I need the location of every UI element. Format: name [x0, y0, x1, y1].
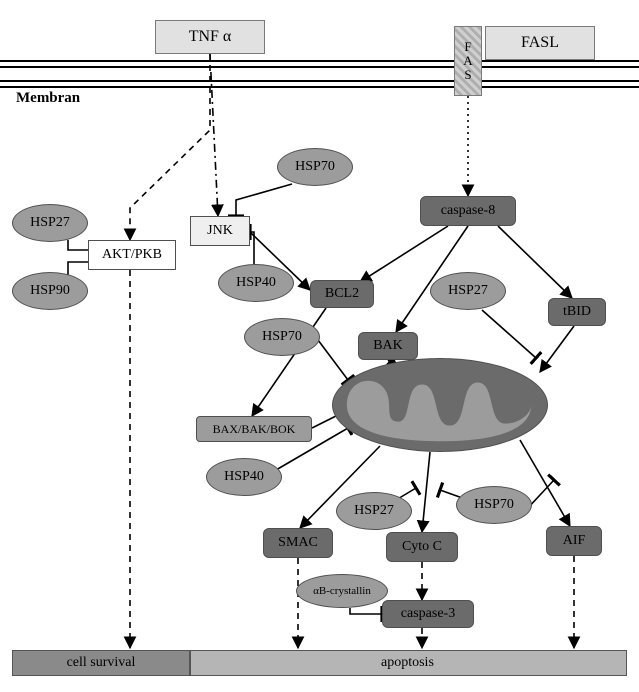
node-casp3-label: caspase-3: [401, 606, 455, 622]
outcome-apoptosis-label: apoptosis: [381, 655, 434, 671]
node-hsp70c: HSP70: [456, 486, 532, 524]
membrane-line-3: [0, 80, 639, 82]
node-aif-label: AIF: [563, 533, 586, 549]
edge-hsp40a-inhibit-jnk: [250, 232, 254, 264]
node-hsp70b-label: HSP70: [262, 329, 302, 345]
node-casp3: caspase-3: [382, 600, 474, 628]
node-hsp27a: HSP27: [12, 204, 88, 242]
node-hsp27b-label: HSP27: [448, 283, 488, 299]
node-hsp70b: HSP70: [244, 318, 320, 356]
receptor-tnf: TNF α: [155, 20, 265, 54]
node-abcry: αB-crystallin: [296, 574, 388, 608]
node-casp8: caspase-8: [420, 196, 516, 226]
membrane-line-2: [0, 66, 639, 68]
node-akt-label: AKT/PKB: [102, 247, 162, 263]
node-smac-label: SMAC: [278, 535, 318, 551]
node-hsp40a-label: HSP40: [236, 275, 276, 291]
node-hsp27a-label: HSP27: [30, 215, 70, 231]
membrane-label: Membran: [16, 90, 80, 107]
edge-mito-to-cytoc: [422, 452, 430, 532]
node-hsp40a: HSP40: [218, 264, 294, 302]
node-jnk: JNK: [190, 216, 250, 246]
node-hsp70c-label: HSP70: [474, 497, 514, 513]
edge-hsp27b-inhibit-mito: [482, 310, 536, 358]
node-cytoc: Cyto C: [386, 532, 458, 562]
node-hsp40b-label: HSP40: [224, 469, 264, 485]
node-hsp90: HSP90: [12, 272, 88, 310]
node-cytoc-label: Cyto C: [402, 539, 442, 555]
node-abcry-label: αB-crystallin: [313, 585, 371, 597]
node-hsp40b: HSP40: [206, 458, 282, 496]
receptor-fas-label: F A S: [463, 40, 472, 82]
node-akt: AKT/PKB: [88, 240, 176, 270]
mitochondrion: [332, 358, 548, 452]
node-hsp27c: HSP27: [336, 492, 412, 530]
edge-hsp70a-inhibit-jnk: [236, 184, 292, 216]
edge-abcry-inhibit-casp3: [350, 608, 382, 614]
outcome-survival: cell survival: [12, 650, 190, 676]
node-casp8-label: caspase-8: [441, 203, 495, 219]
node-baxbakbok: BAX/BAK/BOK: [196, 416, 312, 442]
node-smac: SMAC: [263, 528, 333, 558]
node-tbid: tBID: [548, 298, 606, 326]
node-bak-label: BAK: [373, 338, 403, 354]
receptor-fasl-label: FASL: [521, 34, 559, 52]
receptor-fas: F A S: [454, 26, 482, 96]
node-hsp90-label: HSP90: [30, 283, 70, 299]
node-baxbakbok-label: BAX/BAK/BOK: [213, 422, 296, 437]
node-hsp27c-label: HSP27: [354, 503, 394, 519]
node-bak: BAK: [358, 332, 418, 360]
node-hsp70a-label: HSP70: [295, 159, 335, 175]
node-hsp27b: HSP27: [430, 272, 506, 310]
edge-tnf-to-jnk: [210, 54, 218, 216]
node-bcl2-label: BCL2: [325, 286, 359, 302]
receptor-tnf-label: TNF α: [189, 28, 232, 46]
node-bcl2: BCL2: [310, 280, 374, 308]
receptor-fasl: FASL: [485, 26, 595, 60]
node-tbid-label: tBID: [563, 304, 591, 320]
edge-casp8-to-tbid: [498, 226, 572, 298]
node-aif: AIF: [546, 526, 602, 556]
node-hsp70a: HSP70: [277, 148, 353, 186]
edge-casp8-to-bcl2: [360, 226, 448, 282]
outcome-survival-label: cell survival: [67, 655, 136, 671]
membrane-line-4: [0, 86, 639, 88]
node-jnk-label: JNK: [207, 223, 233, 239]
membrane-line-1: [0, 60, 639, 62]
outcome-apoptosis: apoptosis: [190, 650, 627, 676]
